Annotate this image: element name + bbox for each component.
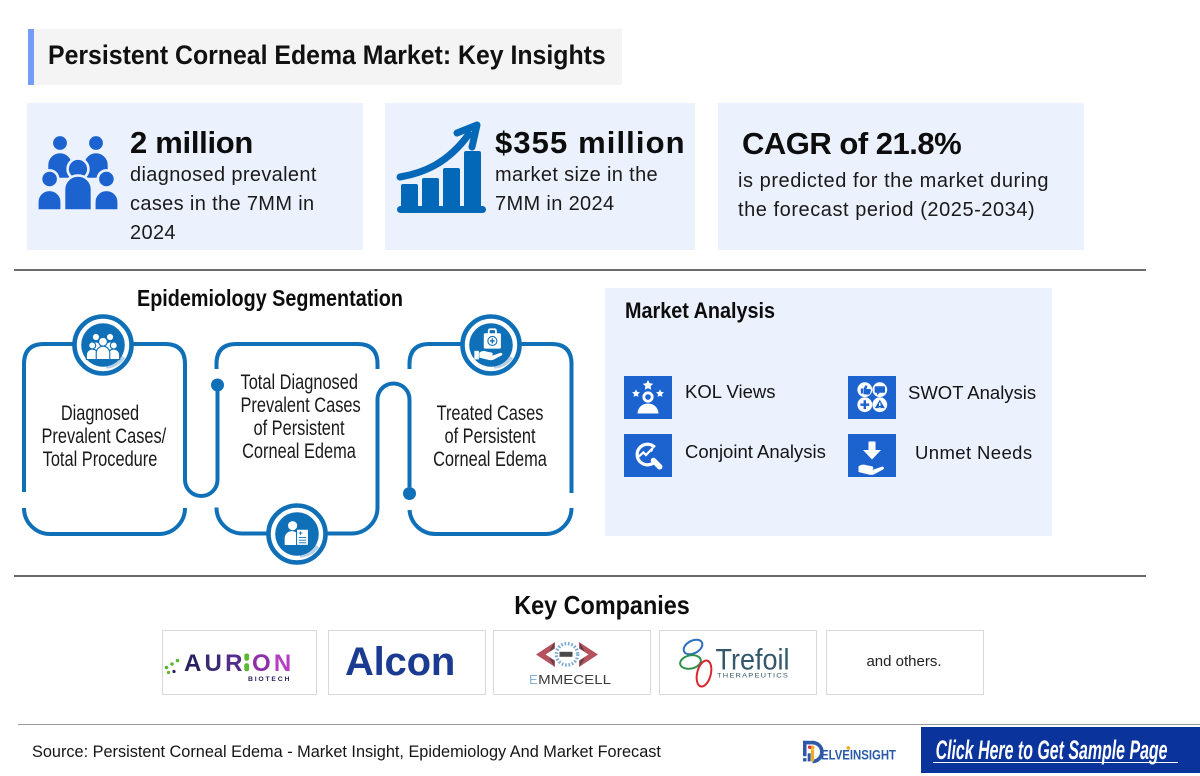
- svg-text:ELVEINSIGHT: ELVEINSIGHT: [821, 748, 897, 763]
- svg-text:THERAPEUTICS: THERAPEUTICS: [717, 673, 789, 680]
- svg-text:E: E: [529, 672, 538, 687]
- svg-text:O: O: [252, 650, 271, 677]
- svg-text:BIOTECH: BIOTECH: [248, 676, 291, 683]
- svg-text:N: N: [274, 650, 291, 677]
- svg-text:AUR: AUR: [184, 650, 246, 677]
- svg-text:MMECELL: MMECELL: [538, 672, 611, 687]
- svg-text:Trefoil: Trefoil: [716, 644, 790, 677]
